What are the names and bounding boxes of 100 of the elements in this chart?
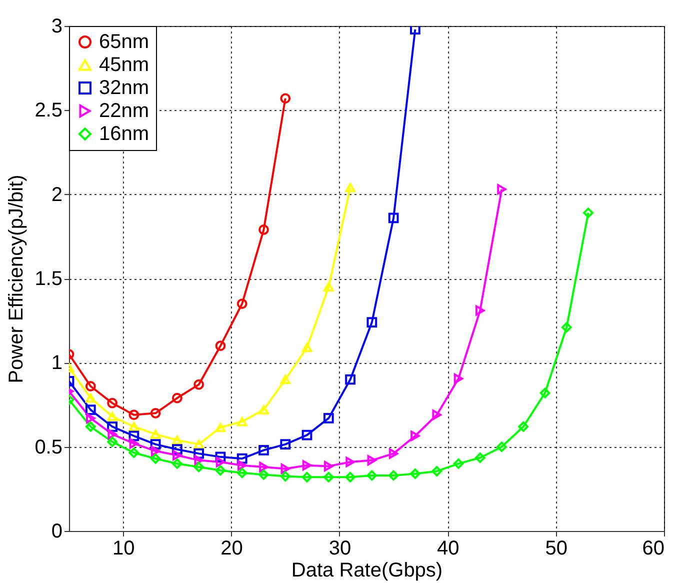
point [388,212,399,224]
y-tick-label: 0 [51,520,62,542]
point [496,442,507,452]
point [236,468,248,478]
point [107,412,118,422]
y-tick-label: 1.5 [34,268,62,290]
point [432,466,442,476]
point [172,458,182,469]
point [85,381,96,392]
x-tick-label: 60 [642,538,664,560]
point [280,464,290,474]
point [150,430,161,439]
point [236,453,248,464]
point [194,379,204,390]
point [475,305,485,316]
point [302,342,312,352]
point [172,444,182,455]
point [215,422,226,432]
point [129,438,139,449]
point [215,452,226,462]
point [85,404,96,415]
point [237,460,247,471]
point [280,374,291,384]
y-tick-label: 2 [51,184,62,206]
point [172,450,182,460]
point [215,340,226,352]
point [410,468,420,479]
point [258,405,269,414]
point [128,422,140,432]
point [366,470,378,481]
point [194,462,204,472]
y-tick-label: 1 [51,352,62,374]
point [410,26,420,35]
y-tick-label: 3 [51,16,62,38]
y-axis-title: Power Efficiency(pJ/bit) [6,174,28,384]
point [323,472,334,482]
point [128,448,140,458]
point [215,465,226,476]
point [323,282,334,292]
point [150,439,161,450]
point [194,440,204,449]
point [323,413,334,424]
point [280,93,291,104]
point [540,388,550,398]
point [259,462,268,472]
point [302,460,312,471]
legend-label: 65nm [99,31,150,53]
point [107,436,118,447]
point [561,322,572,332]
point [85,393,96,403]
point [150,453,161,464]
point [454,373,464,384]
y-tick-label: 0.5 [34,436,62,458]
point [518,421,529,432]
point [194,455,204,466]
x-tick-label: 50 [545,538,568,560]
y-tick-label: 2.5 [34,100,62,122]
point [432,410,442,420]
x-tick-label: 30 [328,538,352,560]
x-tick-label: 10 [112,538,135,560]
point [108,429,117,440]
point [236,416,248,426]
point [366,317,378,328]
point [388,470,399,481]
legend-label: 32nm [99,77,150,99]
x-axis-title: Data Rate(Gbps) [291,560,443,582]
point [346,456,355,468]
point [410,430,420,442]
point [345,374,356,385]
point [367,455,377,466]
point [280,471,291,482]
point [128,430,140,442]
point [258,469,269,480]
point [258,224,269,235]
point [107,398,118,408]
point [345,182,356,192]
point [388,448,398,459]
point [497,184,506,194]
point [324,461,334,472]
point [128,410,140,420]
point [172,392,182,404]
point [150,408,161,418]
legend-label: 22nm [99,100,150,122]
point [172,435,182,445]
point [85,421,96,432]
point [474,452,486,463]
point [258,445,269,456]
point [150,446,160,456]
point [194,448,204,459]
point [453,458,464,469]
x-tick-label: 20 [220,538,243,560]
point [216,456,226,468]
point [280,439,291,450]
point [107,421,118,432]
point [345,472,356,482]
point [86,413,96,424]
point [236,298,248,309]
point [583,208,594,218]
legend-label: 45nm [99,54,150,76]
point [302,430,312,440]
